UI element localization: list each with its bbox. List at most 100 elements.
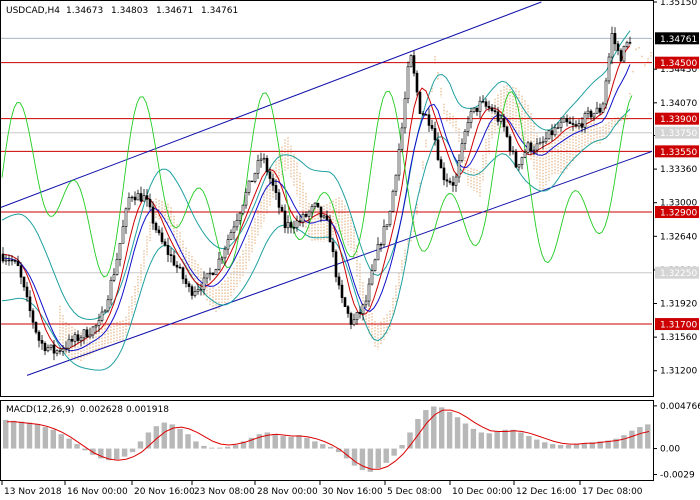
candle-body	[508, 136, 512, 152]
level-label-box	[655, 112, 699, 125]
candle-body	[616, 43, 620, 51]
candle-body	[454, 176, 458, 186]
candle-body	[619, 50, 623, 62]
candle-body	[442, 167, 446, 181]
macd-bar	[621, 435, 627, 449]
grey-level-box	[655, 126, 699, 139]
macd-bar	[637, 427, 643, 449]
macd-bar	[486, 433, 492, 449]
candle-body	[496, 111, 500, 122]
candle-body	[4, 259, 8, 262]
candle-body	[391, 190, 395, 212]
candle-body	[388, 211, 392, 226]
macd-bar	[446, 411, 453, 449]
candle-body	[130, 196, 134, 199]
candle-body	[148, 199, 152, 208]
candle-body	[499, 118, 503, 122]
candle-body	[319, 206, 323, 218]
candle-body	[604, 80, 608, 105]
macd-bar	[42, 427, 49, 449]
macd-bar	[26, 422, 33, 449]
candle-body	[64, 347, 68, 350]
candle-body	[583, 113, 587, 128]
candle-body	[571, 123, 575, 125]
candle-body	[37, 331, 41, 341]
candle-body	[316, 202, 320, 208]
candle-body	[484, 101, 488, 107]
macd-bar	[462, 423, 469, 449]
candle-body	[34, 322, 38, 333]
candle-body	[607, 56, 611, 82]
candle-body	[7, 259, 11, 262]
x-tick-label: 10 Dec 00:00	[452, 487, 513, 497]
candle-body	[358, 312, 362, 314]
candle-body	[232, 226, 236, 233]
candle-body	[355, 312, 359, 321]
candle-body	[310, 206, 314, 213]
candle-body	[172, 255, 176, 266]
candle-body	[205, 273, 209, 279]
candle-body	[124, 208, 128, 227]
candle-body	[469, 111, 473, 123]
candle-body	[82, 329, 86, 339]
macd-bar	[565, 444, 572, 449]
candle-body	[259, 158, 263, 161]
candle-body	[472, 107, 476, 112]
candle-body	[589, 110, 593, 118]
current-price-box	[655, 32, 699, 45]
macd-bar	[581, 443, 588, 449]
macd-bar	[391, 448, 397, 456]
macd-bar	[351, 448, 358, 466]
candle-body	[493, 110, 497, 113]
candle-body	[334, 251, 338, 278]
candle-body	[376, 244, 380, 261]
candle-body	[547, 130, 551, 140]
candle-body	[343, 297, 347, 307]
candle-body	[598, 107, 602, 113]
macd-bar	[367, 448, 374, 472]
candle-body	[151, 206, 155, 224]
macd-bar	[629, 430, 635, 449]
macd-bar	[288, 436, 294, 449]
y-tick-label: 1.34070	[660, 99, 697, 109]
candle-body	[61, 348, 65, 352]
macd-bar	[312, 441, 318, 449]
candle-body	[586, 110, 590, 114]
macd-bar	[66, 438, 72, 449]
candle-body	[193, 291, 197, 296]
candle-body	[109, 279, 113, 301]
macd-bar	[18, 421, 25, 449]
candle-body	[70, 338, 74, 342]
candle-body	[73, 334, 77, 342]
candle-body	[76, 334, 80, 341]
x-tick-label: 16 Nov 00:00	[67, 487, 128, 497]
macd-bar	[518, 432, 524, 449]
ma-blue	[1, 64, 631, 352]
macd-bar	[248, 437, 255, 449]
macd-bar	[304, 437, 310, 449]
candle-body	[622, 46, 626, 62]
macd-y-tick-label: -0.0029	[660, 471, 695, 481]
candle-body	[118, 242, 122, 260]
candle-body	[49, 344, 53, 348]
x-tick-label: 13 Nov 2018	[4, 487, 62, 497]
macd-bar	[645, 424, 651, 449]
y-tick-label: 1.31560	[660, 333, 697, 343]
candle-body	[580, 123, 584, 128]
candle-body	[127, 197, 131, 210]
channel-lower-line	[26, 150, 653, 376]
candle-body	[94, 325, 98, 328]
candle-body	[487, 106, 491, 109]
level-label: 1.33900	[660, 115, 697, 125]
candle-body	[106, 299, 110, 312]
x-tick-label: 30 Nov 16:00	[322, 487, 383, 497]
macd-bar	[502, 429, 508, 449]
candle-body	[166, 244, 170, 255]
candle-body	[160, 232, 164, 243]
candle-body	[175, 264, 179, 268]
candle-body	[256, 160, 260, 174]
candle-body	[436, 139, 440, 160]
y-tick-label: 1.33360	[660, 165, 697, 175]
